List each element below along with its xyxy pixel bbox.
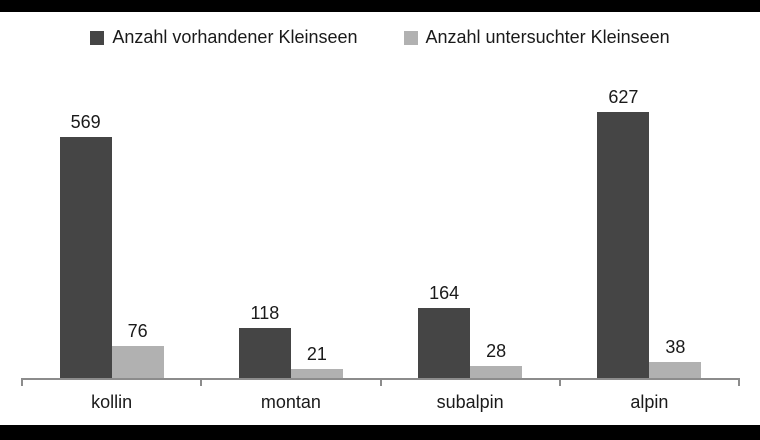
bar-vorhandener-kleinseen xyxy=(418,308,471,378)
legend-item-untersuchter: Anzahl untersuchter Kleinseen xyxy=(403,27,670,48)
bar-vorhandener-kleinseen xyxy=(238,328,291,378)
axis-tick xyxy=(21,378,23,386)
value-label: 76 xyxy=(127,321,148,341)
bar-untersuchter-kleinseen xyxy=(290,369,343,378)
legend: Anzahl vorhandener Kleinseen Anzahl unte… xyxy=(0,27,760,48)
value-label: 21 xyxy=(306,344,327,364)
category-label: montan xyxy=(260,392,321,412)
value-label: 118 xyxy=(250,303,280,323)
bottom-border-bar xyxy=(0,425,760,440)
axis-tick xyxy=(738,378,740,386)
legend-label-vorhandener: Anzahl vorhandener Kleinseen xyxy=(112,27,358,47)
bar-untersuchter-kleinseen xyxy=(649,362,702,378)
bar-untersuchter-kleinseen xyxy=(470,366,523,378)
legend-item-vorhandener: Anzahl vorhandener Kleinseen xyxy=(90,27,358,48)
bar-untersuchter-kleinseen xyxy=(111,346,164,378)
category-label: kollin xyxy=(91,392,133,412)
category-label: alpin xyxy=(630,392,669,412)
value-label: 28 xyxy=(486,341,507,361)
bar-vorhandener-kleinseen xyxy=(597,112,650,378)
value-label: 569 xyxy=(70,112,101,132)
legend-swatch-untersuchter xyxy=(403,30,418,45)
bar-vorhandener-kleinseen xyxy=(59,137,112,378)
value-label: 164 xyxy=(429,283,460,303)
top-border-bar xyxy=(0,0,760,12)
legend-swatch-vorhandener xyxy=(90,30,105,45)
legend-label-untersuchter: Anzahl untersuchter Kleinseen xyxy=(425,27,670,47)
value-label: 627 xyxy=(608,87,639,107)
category-label: subalpin xyxy=(436,392,504,412)
axis-tick xyxy=(200,378,203,386)
axis-tick xyxy=(379,378,382,386)
value-label: 38 xyxy=(665,337,686,357)
axis-tick xyxy=(558,378,561,386)
